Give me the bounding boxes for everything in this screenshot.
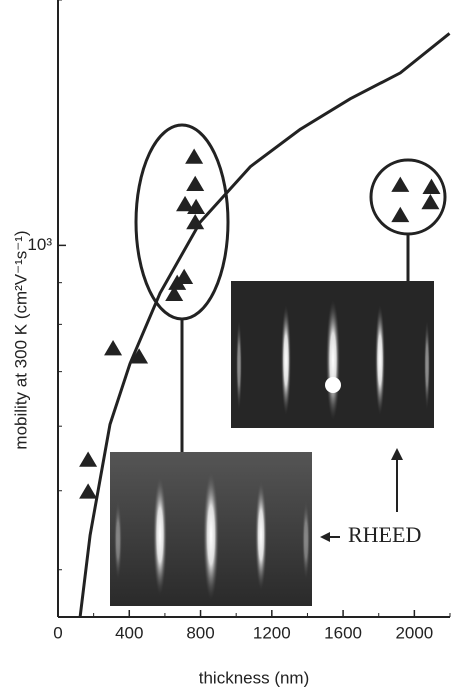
y-axis-label: mobility at 300 K (cm²V⁻¹s⁻¹) [11,230,30,449]
data-point [104,340,122,355]
x-tick-label: 1200 [253,623,291,642]
annotation: RHEED [348,522,421,547]
x-tick-label: 800 [186,623,214,642]
group-circle [371,160,445,234]
x-tick-label: 1600 [324,623,362,642]
data-point [391,177,409,192]
arrow [320,532,340,542]
x-axis-label: thickness (nm) [199,668,310,687]
group-ellipse [136,125,228,319]
chart: 0 400 800 1200 1600 2000 10³ RHEED thickness (… [0,0,452,698]
x-tick-label: 400 [115,623,143,642]
rheed-inset-upper [231,281,434,428]
x-tick-label: 0 [53,623,62,642]
y-tick-label: 10³ [27,235,52,254]
data-point [421,194,439,209]
data-point [186,176,204,191]
data-point [79,483,97,498]
data-point [185,149,203,164]
arrow [391,448,403,512]
data-point [422,179,440,194]
x-tick-label: 2000 [395,623,433,642]
data-point [391,207,409,222]
rheed-inset-lower [110,452,312,606]
data-point [79,451,97,466]
